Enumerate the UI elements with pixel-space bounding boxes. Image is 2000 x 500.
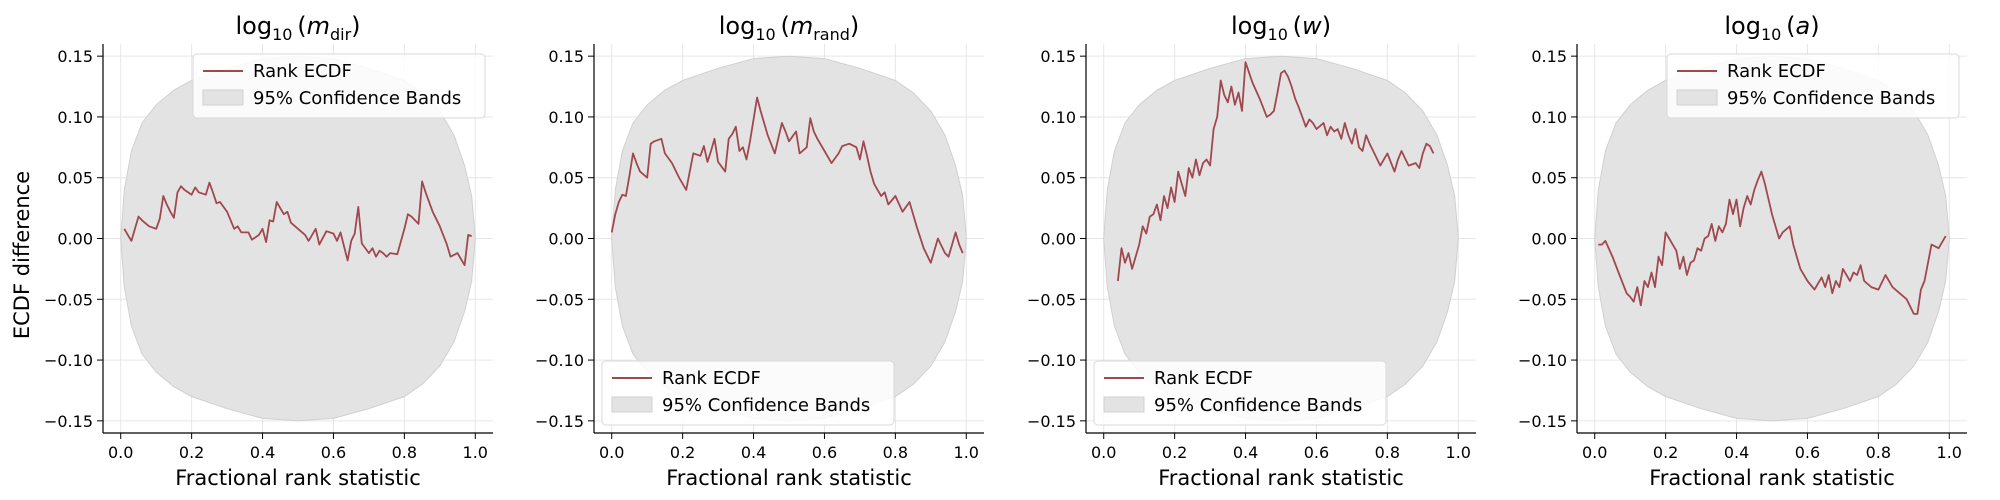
subplot-2: 0.15 0.10 0.05 0.00 −0.05 −0.10 −0.15 0.0 0.2 0.4… [535,12,984,490]
y-tick-label: −0.05 [1027,290,1076,309]
x-axis-label: Fractional rank statistic [175,466,421,490]
rank-ecdf-line [1117,61,1435,282]
confidence-band [1594,55,1950,422]
y-tick-label: 0.00 [1531,230,1567,249]
confidence-band [120,55,476,422]
y-tick-label: 0.05 [57,169,93,188]
y-tick-label: 0.05 [1531,169,1567,188]
legend-frame [192,53,486,119]
legend-label-confidence-bands: 95% Confidence Bands [1154,395,1362,416]
legend: Rank ECDF 95% Confidence Bands [192,53,486,119]
subplot-title: log10 (mdir) [235,12,360,44]
y-tick-label: 0.10 [57,108,93,127]
legend-label-rank-ecdf: Rank ECDF [662,368,761,389]
x-tick-label: 1.0 [1937,443,1962,462]
legend-frame [1666,53,1960,119]
x-tick-label: 0.4 [1724,443,1749,462]
legend: Rank ECDF 95% Confidence Bands [1666,53,1960,119]
x-tick-label: 1.0 [463,443,488,462]
rank-ecdf-line [1598,170,1947,315]
x-tick-label: 0.2 [1653,443,1678,462]
x-tick-label: 0.4 [741,443,766,462]
y-tick-label: 0.10 [548,108,584,127]
y-tick-label: −0.05 [535,290,584,309]
legend: Rank ECDF 95% Confidence Bands [1093,360,1387,426]
legend-label-rank-ecdf: Rank ECDF [253,61,352,82]
y-tick-label: 0.15 [1531,47,1567,66]
subplot-title: log10 (w) [1231,12,1331,44]
y-tick-label: 0.15 [57,47,93,66]
subplot-1: 0.15 0.10 0.05 0.00 −0.05 −0.10 −0.15 0.0 0.2 0.4… [44,12,493,490]
y-tick-label: −0.15 [1027,412,1076,431]
x-tick-label: 1.0 [1446,443,1471,462]
legend-frame [601,360,895,426]
x-axis-label: Fractional rank statistic [1649,466,1895,490]
subplot-3: 0.15 0.10 0.05 0.00 −0.05 −0.10 −0.15 0.0 0.2 0.4… [1027,12,1476,490]
y-tick-label: 0.00 [548,230,584,249]
x-tick-label: 0.2 [179,443,204,462]
y-tick-label: 0.05 [548,169,584,188]
legend-label-confidence-bands: 95% Confidence Bands [253,88,461,109]
x-tick-label: 0.2 [1162,443,1187,462]
y-tick-label: −0.15 [1518,412,1567,431]
x-axis-label: Fractional rank statistic [1158,466,1404,490]
y-tick-label: −0.10 [1518,351,1567,370]
y-tick-label: −0.10 [44,351,93,370]
x-tick-label: 0.8 [1866,443,1891,462]
x-tick-label: 0.6 [1304,443,1329,462]
y-tick-label: 0.15 [1040,47,1076,66]
x-tick-label: 0.0 [108,443,133,462]
x-axis-label: Fractional rank statistic [666,466,912,490]
x-tick-label: 0.4 [1233,443,1258,462]
legend-band-swatch [1676,89,1718,106]
rank-ecdf-line [123,180,472,267]
legend: Rank ECDF 95% Confidence Bands [601,360,895,426]
x-tick-label: 0.6 [812,443,837,462]
y-tick-label: −0.05 [1518,290,1567,309]
legend-label-rank-ecdf: Rank ECDF [1154,368,1253,389]
legend-band-swatch [1103,396,1145,413]
y-tick-label: 0.00 [1040,230,1076,249]
legend-label-rank-ecdf: Rank ECDF [1727,61,1826,82]
y-tick-label: −0.05 [44,290,93,309]
x-tick-label: 0.0 [1091,443,1116,462]
subplot-grid: 0.15 0.10 0.05 0.00 −0.05 −0.10 −0.15 0.0 0.2 0.4… [44,12,1967,490]
x-tick-label: 0.6 [1795,443,1820,462]
x-tick-label: 1.0 [954,443,979,462]
x-tick-label: 0.4 [250,443,275,462]
y-tick-label: 0.05 [1040,169,1076,188]
x-tick-label: 0.2 [670,443,695,462]
y-tick-label: 0.15 [548,47,584,66]
legend-label-confidence-bands: 95% Confidence Bands [1727,88,1935,109]
y-tick-label: 0.10 [1040,108,1076,127]
rank-ecdf-line [610,96,964,264]
legend-band-swatch [611,396,653,413]
y-tick-label: −0.10 [535,351,584,370]
y-tick-label: 0.00 [57,230,93,249]
legend-band-swatch [202,89,244,106]
legend-frame [1093,360,1387,426]
x-tick-label: 0.0 [1582,443,1607,462]
x-tick-label: 0.8 [883,443,908,462]
x-tick-label: 0.6 [321,443,346,462]
x-tick-label: 0.8 [392,443,417,462]
y-tick-label: 0.10 [1531,108,1567,127]
y-tick-label: −0.10 [1027,351,1076,370]
subplot-title: log10 (a) [1724,12,1819,44]
subplot-4: 0.15 0.10 0.05 0.00 −0.05 −0.10 −0.15 0.0 0.2 0.4… [1518,12,1967,490]
x-tick-label: 0.8 [1375,443,1400,462]
figure-ylabel: ECDF difference [10,171,34,339]
subplot-title: log10 (mrand) [719,12,860,44]
legend-label-confidence-bands: 95% Confidence Bands [662,395,870,416]
y-tick-label: −0.15 [535,412,584,431]
y-tick-label: −0.15 [44,412,93,431]
x-tick-label: 0.0 [599,443,624,462]
